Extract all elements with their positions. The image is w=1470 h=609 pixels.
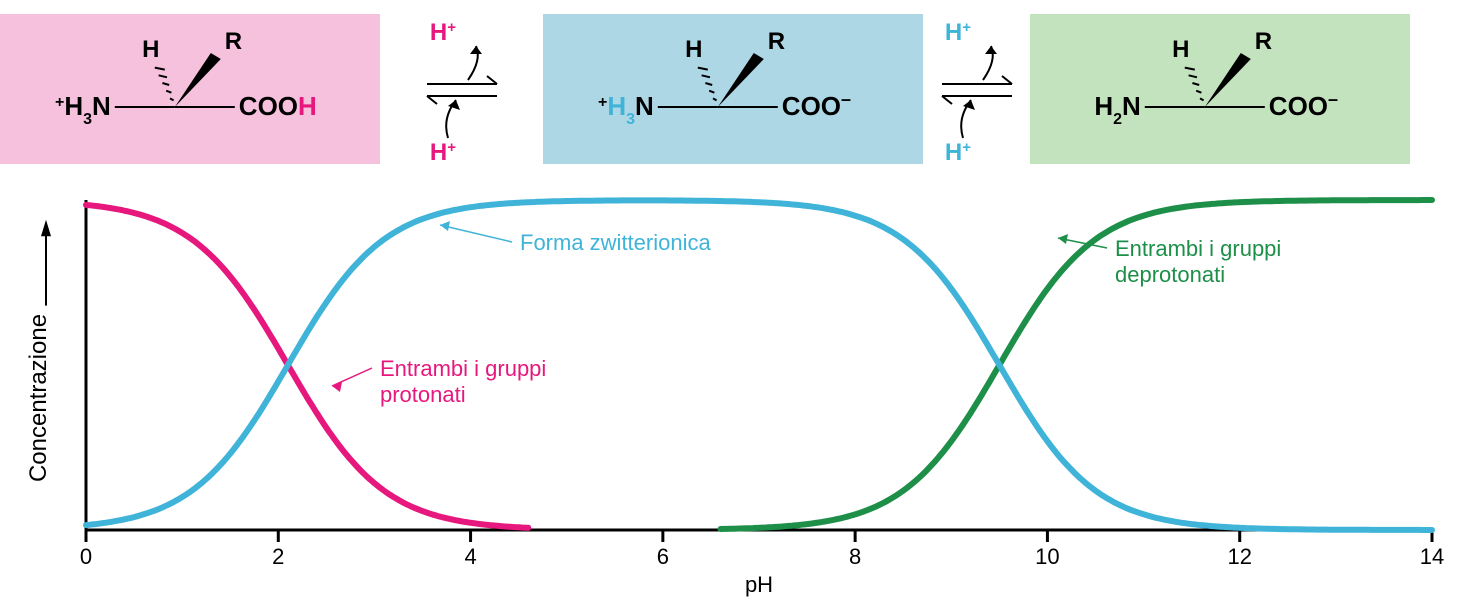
h-label: H (142, 36, 159, 63)
annotation-text: protonati (380, 382, 466, 407)
h-label: H (685, 36, 702, 63)
structure-panel: HR+H3NCOO– (543, 14, 923, 164)
annotation-text: Entrambi i gruppi (1115, 236, 1281, 261)
x-tick-label: 0 (80, 544, 92, 569)
carboxyl-label: COO– (782, 89, 851, 121)
h-label: H (1172, 36, 1189, 63)
structure-panel: HR+H3NCOOH (0, 14, 380, 164)
x-tick-label: 10 (1035, 544, 1059, 569)
annotation-text: deprotonati (1115, 262, 1225, 287)
carboxyl-label: COO– (1269, 89, 1338, 121)
x-tick-label: 2 (272, 544, 284, 569)
proton-released: H+ (430, 19, 456, 47)
x-tick-label: 6 (657, 544, 669, 569)
y-axis-label: Concentrazione (25, 314, 52, 482)
r-label: R (768, 28, 785, 55)
annotation-blue: Forma zwitterionica (440, 221, 711, 255)
annotation-text: Forma zwitterionica (520, 230, 711, 255)
equilibrium-arrow: H+ H+ (427, 19, 497, 167)
proton-consumed: H+ (430, 139, 456, 167)
x-tick-label: 4 (464, 544, 476, 569)
x-tick-label: 8 (849, 544, 861, 569)
x-tick-label: 12 (1227, 544, 1251, 569)
annotation-text: Entrambi i gruppi (380, 356, 546, 381)
curve-deprotonated (721, 200, 1433, 529)
x-axis-label: pH (745, 572, 773, 597)
r-label: R (1255, 28, 1272, 55)
proton-released: H+ (945, 19, 971, 47)
carboxyl-label: COOH (239, 91, 317, 121)
structure-panel: HRH2NCOO– (1030, 14, 1410, 164)
r-label: R (225, 28, 242, 55)
proton-consumed: H+ (945, 139, 971, 167)
equilibrium-arrow: H+ H+ (942, 19, 1012, 167)
x-tick-label: 14 (1420, 544, 1444, 569)
annotation-pink: Entrambi i gruppiprotonati (332, 356, 546, 407)
